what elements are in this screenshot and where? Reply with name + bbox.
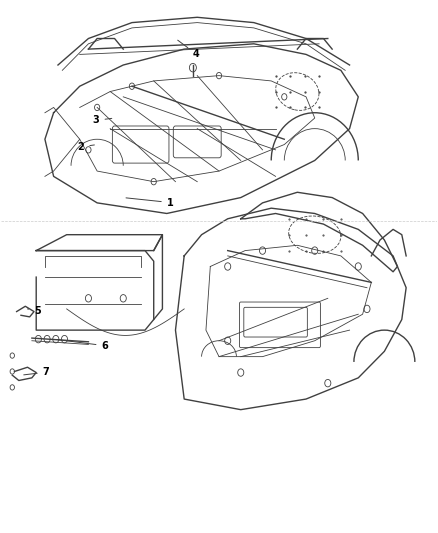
Text: 3: 3 (93, 115, 112, 125)
Text: 2: 2 (78, 142, 95, 152)
Text: 5: 5 (28, 306, 41, 316)
Text: 6: 6 (57, 340, 108, 351)
Text: 4: 4 (178, 40, 200, 59)
Text: 7: 7 (24, 367, 49, 377)
Text: 1: 1 (126, 198, 173, 207)
